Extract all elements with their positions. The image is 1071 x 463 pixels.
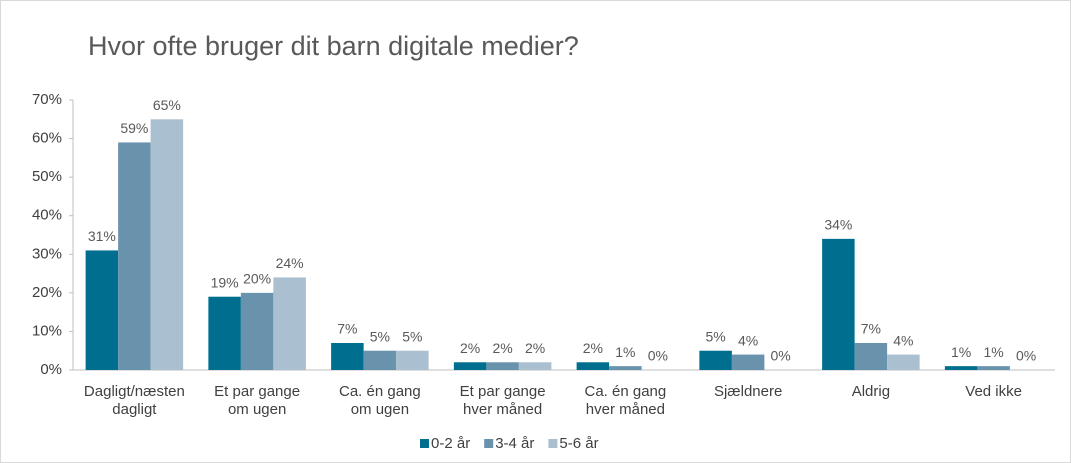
bar [85, 250, 119, 370]
data-label: 1% [615, 344, 635, 360]
bar [396, 350, 429, 370]
data-label: 59% [120, 120, 148, 136]
bar [699, 350, 732, 370]
bar [854, 343, 888, 370]
legend-label: 0-2 år [431, 435, 470, 452]
data-label: 0% [771, 348, 791, 364]
data-label: 34% [824, 217, 852, 233]
data-label: 19% [211, 274, 239, 290]
data-label: 5% [370, 328, 390, 344]
y-tick-label: 30% [32, 245, 62, 262]
data-label: 4% [893, 332, 913, 348]
data-label: 2% [583, 340, 603, 356]
bar [576, 362, 610, 370]
data-label: 2% [460, 340, 480, 356]
y-tick-label: 60% [32, 130, 62, 147]
data-label: 2% [493, 340, 513, 356]
data-label: 24% [276, 255, 304, 271]
bar [331, 343, 364, 370]
bar [731, 354, 765, 370]
y-tick-label: 50% [32, 168, 62, 185]
legend-swatch [420, 439, 429, 448]
bar [887, 354, 920, 370]
x-tick-label: Dagligt/næsten dagligt [84, 383, 185, 418]
bar [150, 119, 184, 371]
bar [518, 362, 552, 370]
legend-label: 3-4 år [495, 435, 534, 452]
bar [273, 277, 306, 370]
y-tick-label: 70% [32, 91, 62, 108]
bar [453, 362, 487, 370]
data-label: 1% [984, 344, 1004, 360]
data-label: 7% [337, 321, 357, 337]
y-tick-label: 20% [32, 284, 62, 301]
bar [486, 362, 519, 370]
y-tick-label: 10% [32, 322, 62, 339]
data-label: 4% [738, 332, 758, 348]
x-tick-label: Ved ikke [965, 383, 1022, 400]
x-tick-label: Ca. én gang om ugen [339, 383, 421, 418]
data-label: 65% [153, 97, 181, 113]
bar [118, 142, 151, 370]
y-tick-label: 40% [32, 207, 62, 224]
data-label: 2% [525, 340, 545, 356]
legend-label: 5-6 år [559, 435, 598, 452]
legend-swatch [484, 439, 494, 448]
bar [944, 366, 978, 370]
data-label: 0% [648, 348, 668, 364]
bar [240, 292, 274, 370]
data-label: 1% [951, 344, 971, 360]
data-label: 20% [243, 271, 271, 287]
x-tick-label: Aldrig [852, 383, 890, 400]
bar [208, 296, 241, 370]
data-label: 31% [88, 228, 116, 244]
y-tick-label: 0% [40, 361, 62, 378]
data-label: 0% [1016, 348, 1036, 364]
bar [609, 366, 642, 370]
bar [822, 238, 855, 370]
x-tick-label: Sjældnere [714, 383, 782, 400]
bar [977, 366, 1010, 370]
data-label: 5% [706, 328, 726, 344]
data-label: 5% [402, 328, 422, 344]
chart-title: Hvor ofte bruger dit barn digitale medie… [88, 31, 579, 61]
x-tick-label: Et par gange om ugen [214, 383, 300, 418]
x-tick-label: Ca. én gang hver måned [585, 383, 667, 418]
data-label: 7% [861, 321, 881, 337]
x-tick-label: Et par gange hver måned [460, 383, 546, 418]
legend-swatch [548, 439, 558, 448]
bar [363, 350, 397, 370]
